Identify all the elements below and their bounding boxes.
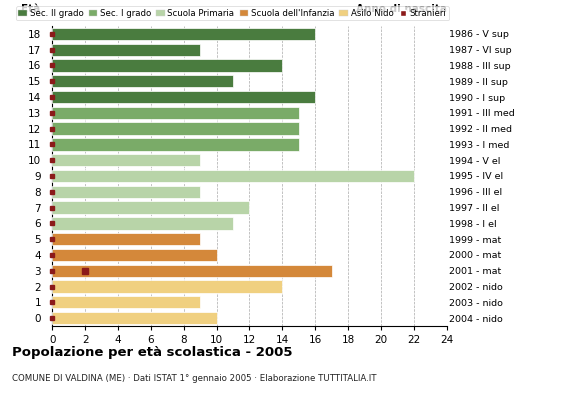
Bar	[52, 154, 200, 166]
Bar	[52, 202, 249, 214]
Bar	[52, 138, 299, 150]
Bar	[52, 312, 216, 324]
Text: Anno di nascita: Anno di nascita	[356, 4, 447, 14]
Bar	[52, 264, 332, 277]
Bar	[52, 28, 315, 40]
Bar	[52, 280, 282, 293]
Legend: Sec. II grado, Sec. I grado, Scuola Primaria, Scuola dell'Infanzia, Asilo Nido, : Sec. II grado, Sec. I grado, Scuola Prim…	[16, 6, 449, 20]
Bar	[52, 59, 282, 72]
Text: Popolazione per età scolastica - 2005: Popolazione per età scolastica - 2005	[12, 346, 292, 359]
Bar	[52, 122, 299, 135]
Bar	[52, 75, 233, 88]
Bar	[52, 91, 315, 103]
Bar	[52, 296, 200, 308]
Bar	[52, 44, 200, 56]
Text: Età: Età	[21, 4, 40, 14]
Bar	[52, 249, 216, 261]
Bar	[52, 233, 200, 245]
Bar	[52, 217, 233, 230]
Bar	[52, 170, 414, 182]
Bar	[52, 107, 299, 119]
Text: COMUNE DI VALDINA (ME) · Dati ISTAT 1° gennaio 2005 · Elaborazione TUTTITALIA.IT: COMUNE DI VALDINA (ME) · Dati ISTAT 1° g…	[12, 374, 376, 383]
Bar	[52, 186, 200, 198]
